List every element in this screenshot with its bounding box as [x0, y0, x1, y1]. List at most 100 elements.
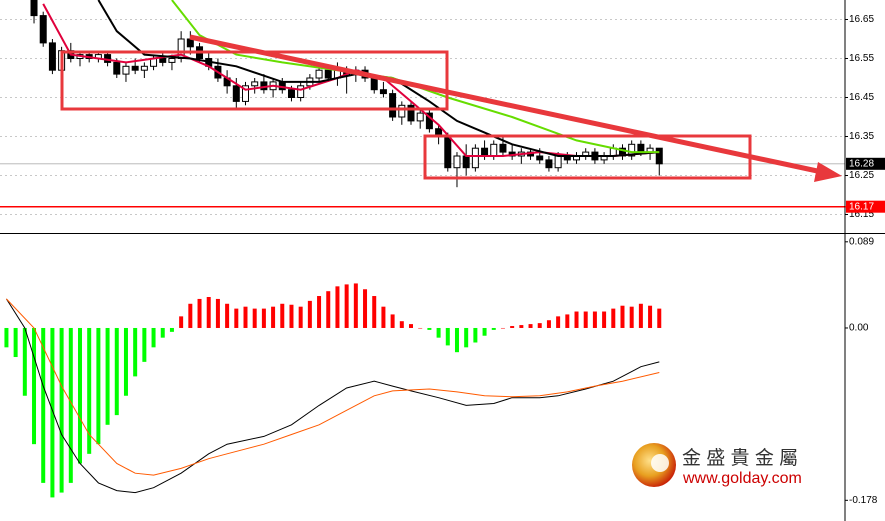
histogram-bar: [491, 327, 496, 330]
watermark-name: 金 盛 貴 金 屬: [682, 447, 798, 469]
histogram-bar: [298, 306, 303, 328]
histogram-bar: [243, 306, 248, 328]
candle-body: [39, 15, 47, 44]
histogram-bar: [317, 296, 322, 328]
histogram-bar: [399, 321, 404, 328]
y-tick-label: 16.65: [849, 14, 874, 25]
candle-body: [379, 89, 387, 95]
candle-body: [499, 143, 507, 153]
y-tick-label: 0.00: [849, 323, 869, 334]
histogram-bar: [307, 300, 312, 328]
candle-body: [481, 147, 489, 157]
candle-body: [453, 155, 461, 169]
candle-body: [113, 61, 121, 75]
histogram-bar: [519, 325, 524, 328]
histogram-bar: [629, 306, 634, 328]
histogram-bar: [592, 311, 597, 328]
candle-body: [407, 104, 415, 122]
candle-body: [186, 38, 194, 48]
candle-body: [389, 93, 397, 118]
histogram-bar: [427, 327, 432, 330]
histogram-bar: [500, 327, 505, 329]
histogram-bar: [510, 326, 515, 328]
y-tick-label: 16.55: [849, 53, 874, 64]
level-label: 16.17: [849, 201, 874, 212]
histogram-bar: [271, 306, 276, 328]
candle-body: [122, 65, 130, 75]
histogram-bar: [409, 324, 414, 328]
y-tick-label: 16.35: [849, 131, 874, 142]
annotations: [60, 34, 842, 182]
histogram-bar: [77, 327, 82, 464]
histogram-bar: [418, 327, 423, 329]
histogram-bar: [574, 311, 579, 328]
candle-body: [444, 136, 452, 169]
candle-body: [398, 104, 406, 118]
candle-body: [168, 58, 176, 63]
histogram-bar: [169, 327, 174, 332]
macd-panel: [4, 283, 662, 498]
histogram-bar: [648, 305, 653, 328]
histogram-bar: [482, 327, 487, 336]
histogram-bar: [289, 304, 294, 328]
candle-body: [416, 112, 424, 122]
histogram-bar: [611, 308, 616, 328]
trend-arrow: [189, 34, 823, 175]
histogram-bar: [234, 308, 239, 328]
histogram-bar: [546, 320, 551, 328]
histogram-bar: [41, 327, 46, 483]
candle-body: [315, 69, 323, 79]
candle-body: [655, 147, 663, 165]
histogram-bar: [335, 286, 340, 328]
histogram-bar: [363, 289, 368, 328]
histogram-bar: [123, 327, 128, 396]
candle-body: [554, 155, 562, 169]
histogram-bar: [537, 323, 542, 328]
histogram-bar: [620, 305, 625, 328]
histogram-bar: [344, 284, 349, 328]
candle-body: [287, 89, 295, 98]
histogram-bar: [151, 327, 156, 348]
histogram-bar: [638, 303, 643, 328]
level-label-box: [846, 200, 885, 213]
histogram-bar: [454, 327, 459, 353]
histogram-bar: [390, 314, 395, 328]
y-tick-label: 16.15: [849, 209, 874, 220]
arrow-head: [814, 162, 842, 182]
histogram-bar: [225, 303, 230, 328]
histogram-bar: [4, 327, 9, 348]
candle-body: [232, 85, 240, 102]
histogram-bar: [556, 316, 561, 328]
histogram-bar: [353, 283, 358, 328]
histogram-bar: [59, 327, 64, 493]
histogram-bar: [280, 303, 285, 328]
histogram-bar: [32, 327, 37, 445]
candle-body: [637, 143, 645, 153]
histogram-bar: [114, 327, 119, 416]
histogram-bar: [50, 327, 55, 498]
histogram-bar: [436, 327, 441, 338]
histogram-bar: [528, 324, 533, 328]
candle-body: [628, 143, 636, 157]
histogram-bar: [197, 298, 202, 328]
candle-body: [462, 155, 470, 169]
histogram-bar: [326, 291, 331, 328]
logo: [651, 454, 669, 472]
histogram-bar: [160, 327, 165, 338]
histogram-bar: [657, 308, 662, 328]
candle-body: [425, 112, 433, 130]
watermark: 金 盛 貴 金 屬 www.golday.com: [632, 443, 802, 487]
histogram-bar: [464, 327, 469, 348]
histogram-bar: [142, 327, 147, 362]
candle-body: [536, 155, 544, 161]
histogram-bar: [188, 303, 193, 328]
histogram-bar: [565, 314, 570, 328]
current-price-label: 16.28: [849, 158, 874, 169]
candle-body: [140, 65, 148, 71]
histogram-bar: [215, 298, 220, 328]
line-series: [6, 298, 660, 476]
histogram-bar: [252, 308, 257, 328]
candle-body: [159, 58, 167, 63]
candle-body: [471, 147, 479, 169]
